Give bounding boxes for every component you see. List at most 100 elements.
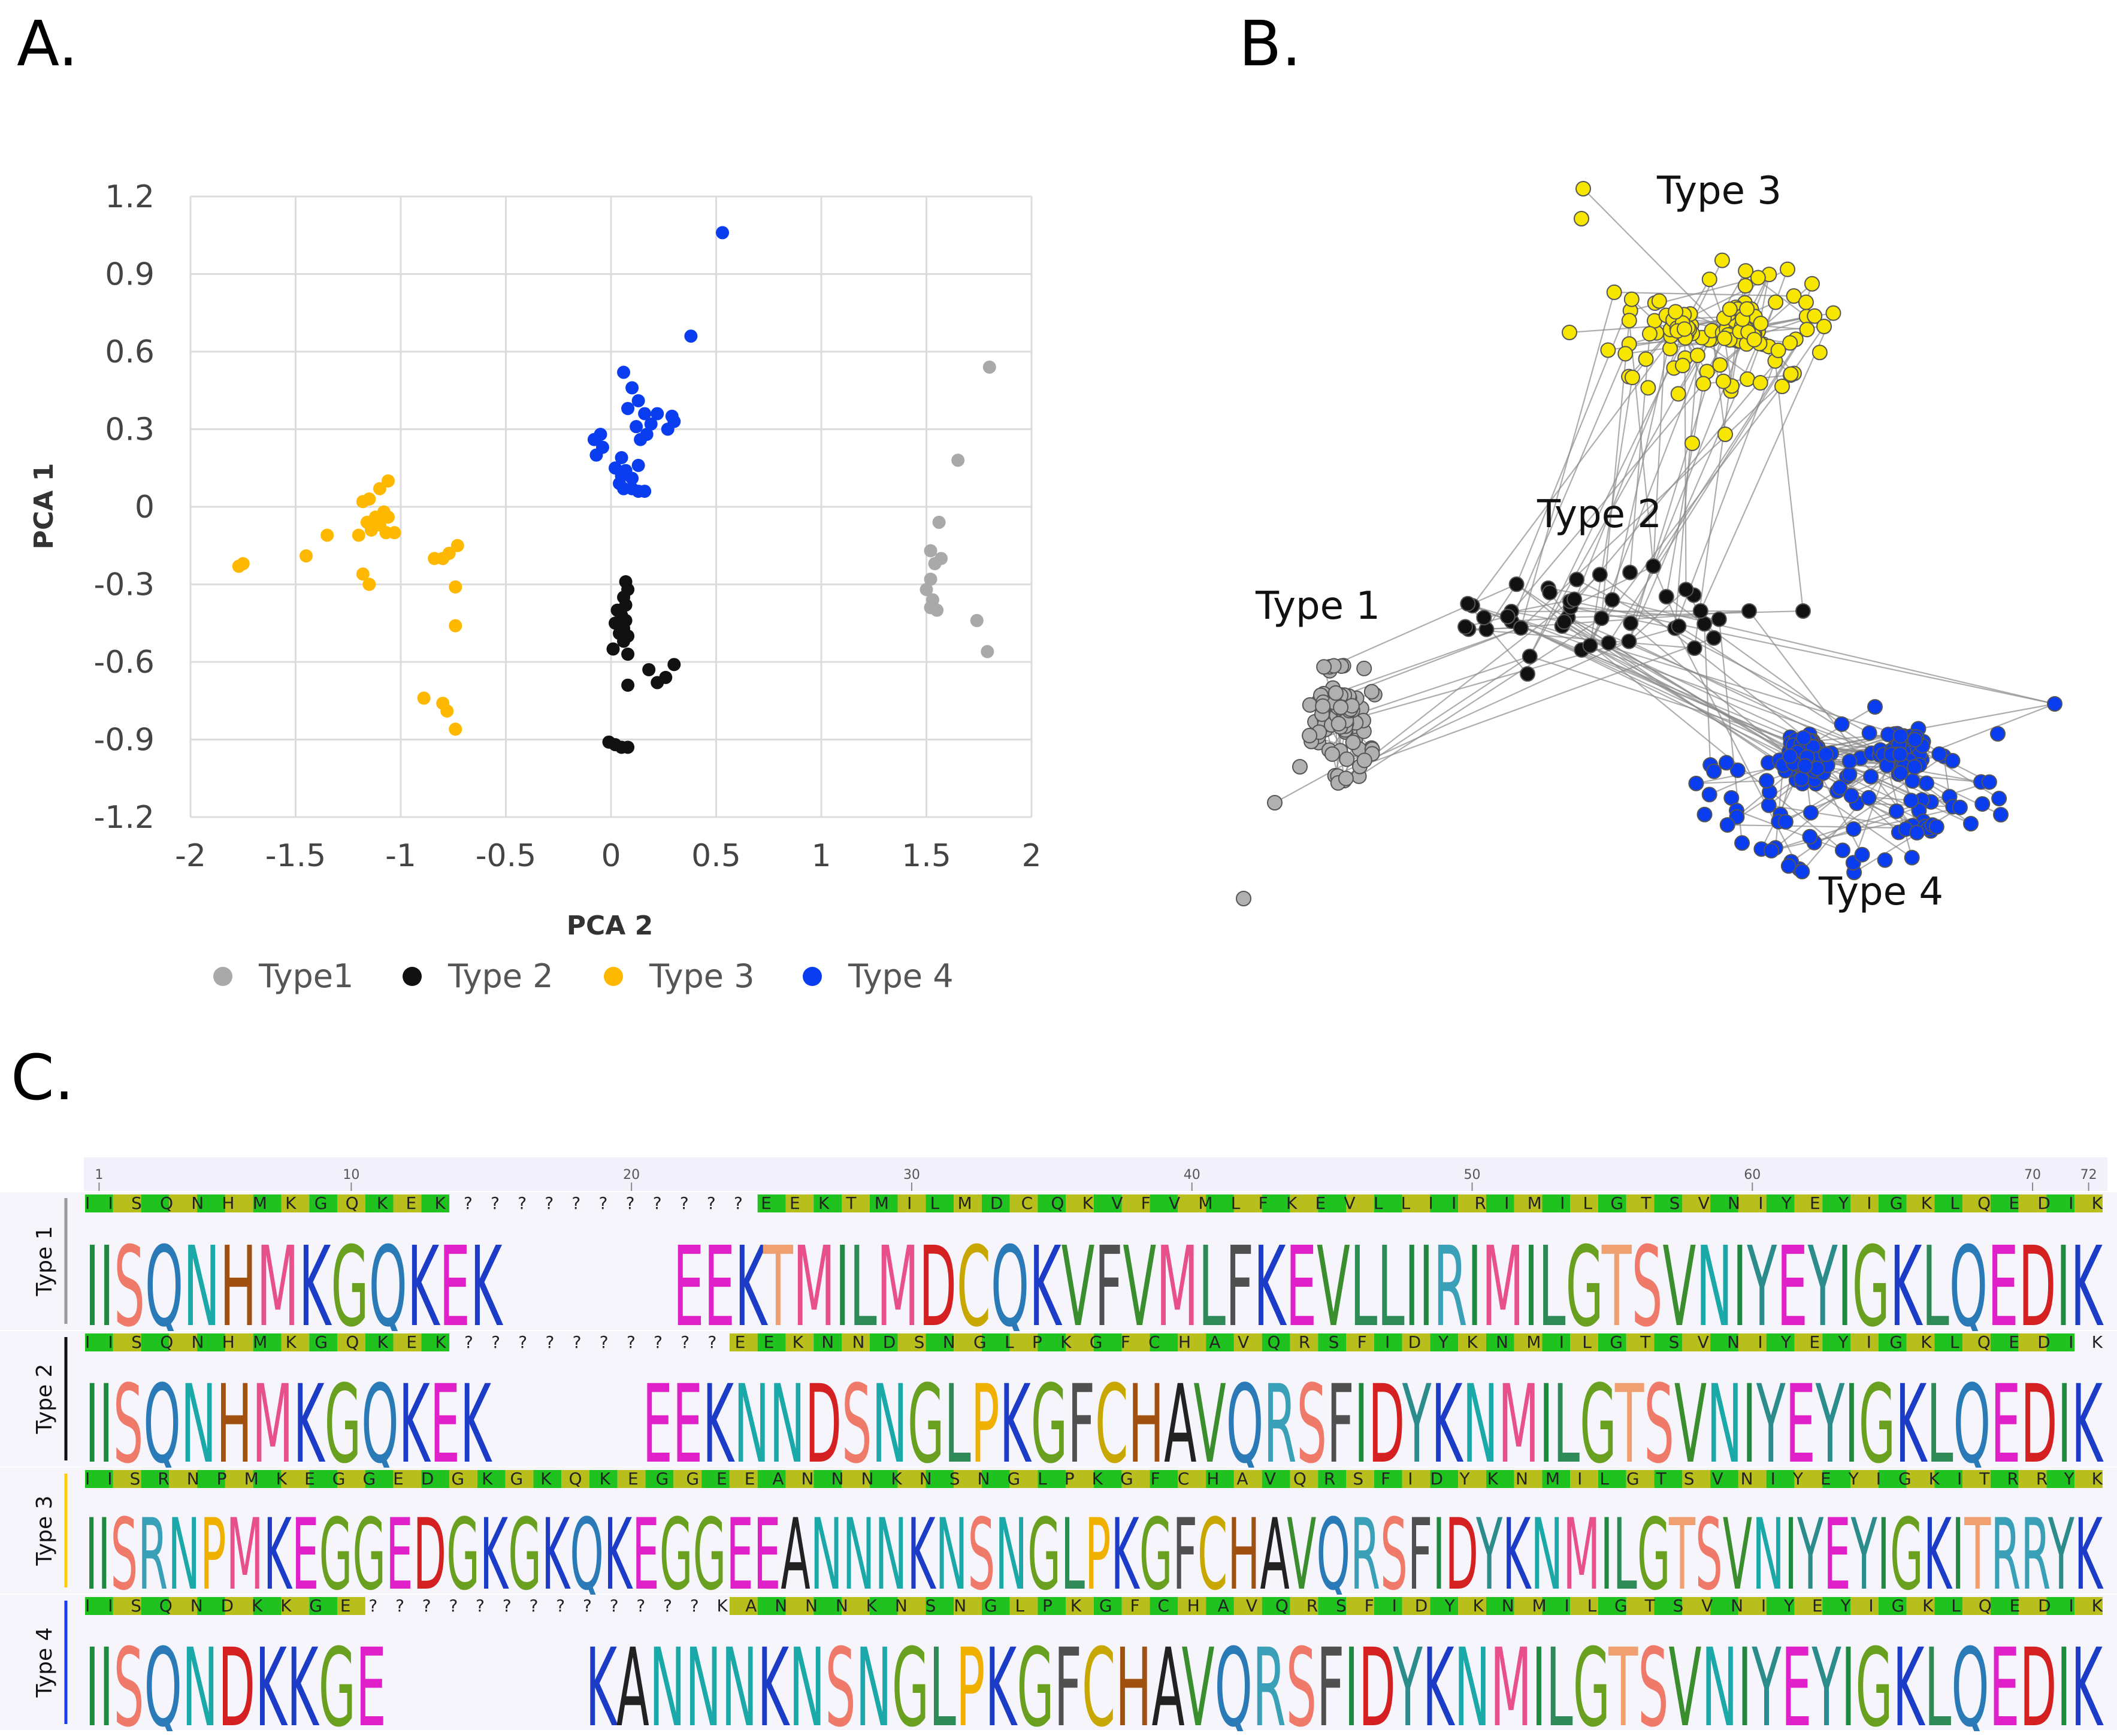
network-node-type-4 xyxy=(1974,796,1991,812)
consensus-cell xyxy=(169,1470,198,1488)
logo-letter: K xyxy=(2071,1362,2104,1487)
network-edge xyxy=(1520,374,1791,629)
legend-marker xyxy=(604,967,623,986)
consensus-cell xyxy=(421,1333,450,1351)
network-node-type-3 xyxy=(1799,322,1815,338)
logo-letter: K xyxy=(264,1498,293,1612)
consensus-cell xyxy=(2046,1333,2075,1351)
consensus-cell xyxy=(1766,1470,1795,1488)
network-edge xyxy=(1614,291,1794,297)
network-edge xyxy=(1699,313,1834,612)
consensus-cell xyxy=(1654,1333,1683,1351)
consensus-cell xyxy=(1542,1597,1571,1615)
network-edge xyxy=(1628,302,1777,642)
legend-label: Type 2 xyxy=(447,957,554,995)
network-node-type-3 xyxy=(1816,319,1832,334)
scatter-point-type1 xyxy=(970,613,984,627)
consensus-cell xyxy=(813,1194,842,1212)
network-node-type-3 xyxy=(1737,278,1753,294)
logo-letter: L xyxy=(849,1223,876,1351)
ruler-tick-label: 60 xyxy=(1744,1168,1761,1182)
logo-letter: S xyxy=(113,1362,143,1487)
y-tick-label: 0.9 xyxy=(105,257,155,293)
network-node-type-4 xyxy=(1706,763,1722,779)
consensus-cell xyxy=(1178,1194,1206,1212)
network-node-type-1 xyxy=(1267,795,1283,810)
logo-letter: T xyxy=(1601,1223,1632,1351)
logo-letter: I xyxy=(85,1362,99,1487)
network-label-type3: Type 3 xyxy=(1656,169,1782,213)
logo-row-bg xyxy=(0,1595,2117,1730)
consensus-cell xyxy=(141,1194,170,1212)
network-node-type-2 xyxy=(1604,592,1620,608)
consensus-cell xyxy=(954,1333,982,1351)
consensus-cell xyxy=(1542,1333,1571,1351)
network-node-type-1 xyxy=(1327,685,1344,701)
consensus-cell xyxy=(2074,1470,2103,1488)
y-tick-label: 1.2 xyxy=(105,179,155,215)
network-node-type-3 xyxy=(1714,252,1730,268)
scatter-point-type-4 xyxy=(589,448,603,462)
consensus-cell xyxy=(393,1333,422,1351)
consensus-cell xyxy=(729,1333,758,1351)
logo-letter: K xyxy=(407,1223,440,1351)
logo-letters: IISQNDKKGE KANNNKNSNGLPKGFCHAVQRSFIDYKNM… xyxy=(85,1626,2104,1731)
logo-letter: K xyxy=(1895,1362,1928,1487)
network-edge xyxy=(1696,780,1767,784)
scatter-point-type1 xyxy=(924,544,937,558)
logo-letter: N xyxy=(168,1498,200,1612)
consensus-cell xyxy=(1710,1194,1738,1212)
logo-letter: F xyxy=(1173,1498,1197,1612)
logo-letter: Q xyxy=(361,1362,399,1487)
consensus-cell xyxy=(1514,1470,1543,1488)
network-node-type-3 xyxy=(1825,305,1841,321)
logo-letter: T xyxy=(1614,1362,1644,1487)
consensus-cell xyxy=(2046,1470,2075,1488)
logo-letter xyxy=(570,1626,586,1731)
network-edge xyxy=(1516,583,1843,851)
network-node-type-3 xyxy=(1715,373,1731,389)
consensus-cell xyxy=(785,1470,814,1488)
consensus-cell xyxy=(1009,1194,1038,1212)
consensus-cell xyxy=(337,1194,365,1212)
consensus-cell xyxy=(869,1333,898,1351)
consensus-cell xyxy=(1346,1333,1374,1351)
logo-letter: D xyxy=(218,1626,255,1731)
consensus-cell xyxy=(1486,1597,1514,1615)
logo-letter: Y xyxy=(1476,1498,1503,1612)
logo-letter: P xyxy=(200,1498,226,1612)
network-node-type-4 xyxy=(1696,806,1713,822)
logo-letter: D xyxy=(919,1223,957,1351)
logo-letter xyxy=(524,1626,540,1731)
consensus-cell xyxy=(1262,1333,1290,1351)
logo-letter: K xyxy=(585,1626,618,1731)
scatter-point-type-4 xyxy=(630,420,643,434)
scatter-point-type-3 xyxy=(381,510,395,524)
logo-letter: N xyxy=(721,1626,757,1731)
network-node-type-2 xyxy=(1671,618,1687,634)
y-tick-label: 0 xyxy=(135,489,155,525)
logo-letter: A xyxy=(781,1498,810,1612)
logo-letter: S xyxy=(825,1626,855,1731)
consensus-cell xyxy=(842,1597,870,1615)
network-node-type-3 xyxy=(1717,427,1733,442)
logo-letter: N xyxy=(1454,1626,1490,1731)
consensus-cell xyxy=(1682,1470,1711,1488)
network-label-type1: Type 1 xyxy=(1255,584,1380,628)
logo-letter: I xyxy=(1838,1223,1852,1351)
network-node-type-2 xyxy=(1520,666,1535,682)
consensus-cell xyxy=(2046,1597,2075,1615)
logo-letters: IISRNPMKEGGEDGKGKQKEGGEEANNNKNSNGLPKGFCH… xyxy=(85,1498,2104,1612)
consensus-cell xyxy=(1458,1194,1486,1212)
network-node-type-3 xyxy=(1621,313,1637,329)
network-edge xyxy=(1569,600,2055,705)
consensus-cell xyxy=(141,1333,170,1351)
scatter-point-type-4 xyxy=(651,407,664,421)
consensus-cell xyxy=(1598,1333,1626,1351)
network-node-type-3 xyxy=(1676,321,1692,337)
scatter-point-type-4 xyxy=(625,471,639,485)
logo-letter: E xyxy=(632,1498,660,1612)
consensus-cell xyxy=(1962,1470,1991,1488)
consensus-cell xyxy=(1654,1470,1683,1488)
logo-letter: M xyxy=(1498,1362,1540,1487)
